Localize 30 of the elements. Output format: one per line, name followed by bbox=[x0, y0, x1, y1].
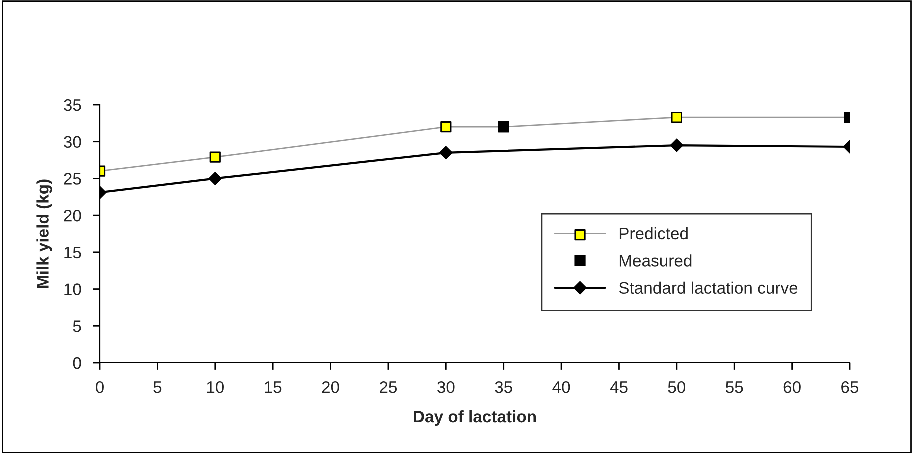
x-tick-label: 10 bbox=[207, 381, 224, 394]
x-tick-label: 30 bbox=[438, 381, 455, 394]
y-tick-label: 5 bbox=[73, 320, 82, 332]
y-tick-label: 15 bbox=[64, 247, 82, 259]
point bbox=[440, 122, 452, 133]
y-tick-label: 25 bbox=[64, 173, 82, 185]
x-tick-label: 20 bbox=[322, 381, 340, 394]
x-tick-label: 60 bbox=[784, 381, 801, 394]
x-tick-label: 40 bbox=[552, 381, 570, 394]
x-tick-label: 25 bbox=[380, 381, 398, 394]
legend-label: Measured bbox=[620, 254, 692, 267]
x-tick-label: 5 bbox=[154, 382, 162, 394]
point bbox=[671, 112, 682, 124]
x-axis-title: Day of lactation bbox=[414, 410, 536, 426]
y-tick-label: 10 bbox=[64, 284, 82, 296]
legend-label: Predicted bbox=[620, 227, 688, 240]
x-tick-label: 15 bbox=[265, 382, 282, 394]
x-tick-label: 35 bbox=[495, 381, 512, 394]
point bbox=[440, 146, 453, 160]
x-tick-label: 45 bbox=[610, 382, 628, 394]
x-tick-label: 65 bbox=[842, 381, 859, 394]
x-tick-label: 50 bbox=[668, 381, 686, 394]
y-tick-label: 30 bbox=[64, 136, 82, 148]
legend-label: Standard lactation curve bbox=[619, 282, 798, 294]
x-tick-label: 0 bbox=[96, 381, 104, 394]
y-tick-label: 20 bbox=[64, 210, 82, 222]
y-tick-label: 0 bbox=[73, 357, 82, 370]
x-tick-label: 55 bbox=[726, 382, 744, 394]
y-axis-title: Milk yield (kg) bbox=[36, 180, 52, 288]
y-tick-label: 35 bbox=[64, 99, 82, 112]
